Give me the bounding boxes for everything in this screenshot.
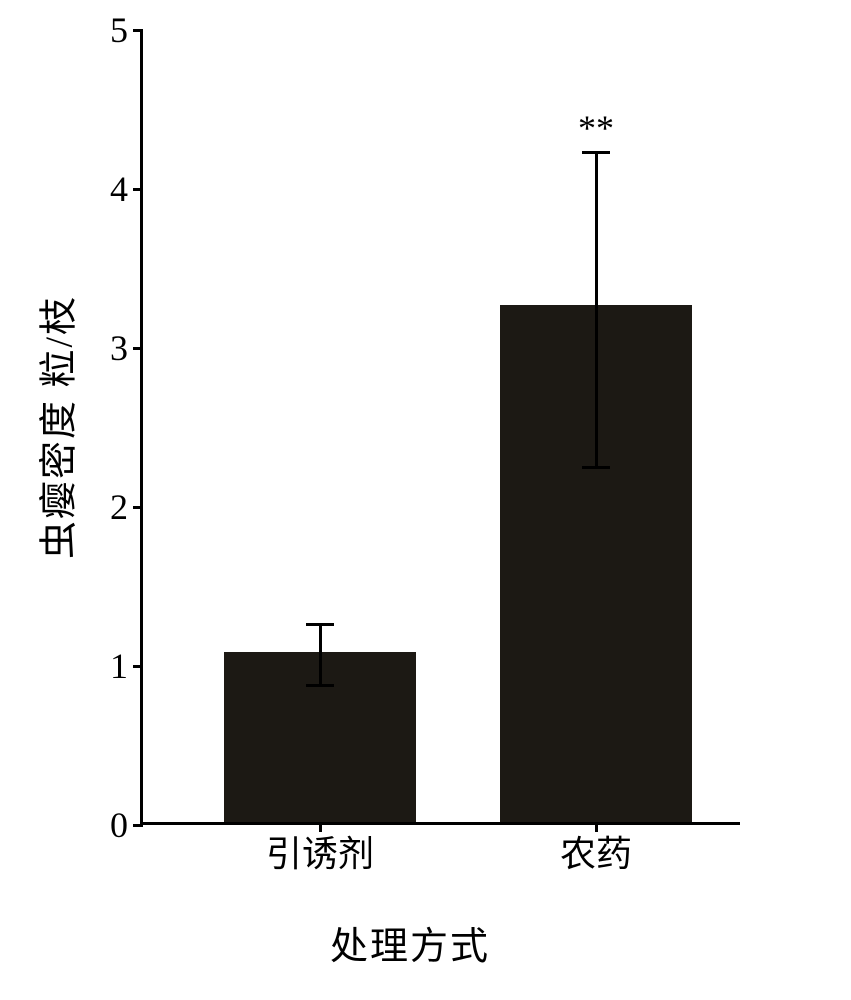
error-cap-bottom — [582, 466, 610, 469]
x-tick-label: 农药 — [560, 825, 632, 877]
y-tick — [133, 824, 143, 827]
error-bar-line — [319, 625, 322, 685]
chart-container: 虫瘿密度 粒/枝 012345引诱剂农药** 处理方式 — [60, 30, 760, 930]
x-tick-label: 引诱剂 — [266, 825, 374, 877]
error-bar-line — [595, 152, 598, 467]
y-tick-label: 2 — [88, 486, 128, 528]
y-tick-label: 4 — [88, 168, 128, 210]
error-cap-top — [306, 623, 334, 626]
plot-area: 012345引诱剂农药** — [140, 30, 740, 825]
y-tick-label: 1 — [88, 645, 128, 687]
error-cap-top — [582, 151, 610, 154]
y-tick — [133, 188, 143, 191]
significance-annotation: ** — [578, 107, 614, 149]
y-axis-label: 虫瘿密度 粒/枝 — [28, 295, 83, 559]
y-tick — [133, 506, 143, 509]
y-tick-label: 3 — [88, 327, 128, 369]
y-tick — [133, 347, 143, 350]
y-tick — [133, 29, 143, 32]
x-axis-label: 处理方式 — [330, 915, 490, 970]
error-cap-bottom — [306, 684, 334, 687]
y-tick-label: 0 — [88, 804, 128, 846]
y-tick-label: 5 — [88, 9, 128, 51]
y-tick — [133, 665, 143, 668]
